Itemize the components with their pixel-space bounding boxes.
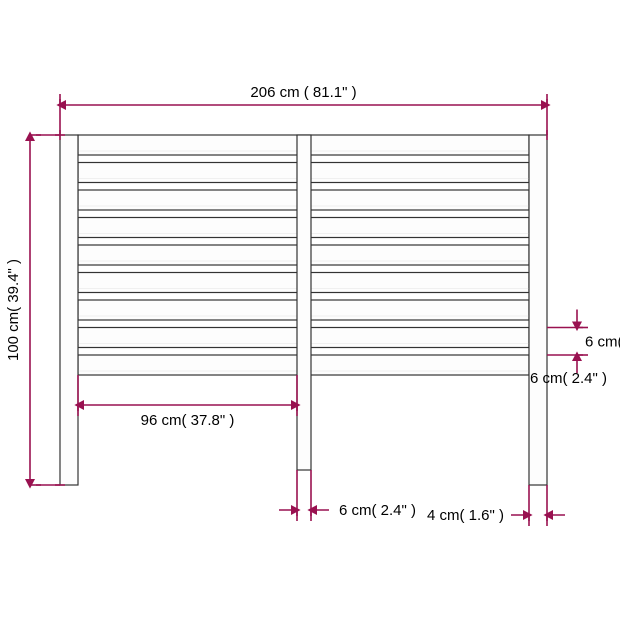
dimension-label: 100 cm( 39.4" ) bbox=[5, 259, 22, 361]
dimension-label: 6 cm( 2.4" ) bbox=[339, 502, 416, 519]
dimension-label: 96 cm( 37.8" ) bbox=[141, 412, 235, 429]
dimension-label: 4 cm( 1.6" ) bbox=[427, 507, 504, 524]
dimension-label: 6 cm( 2.4" ) bbox=[585, 333, 620, 350]
dimension-label: 206 cm ( 81.1" ) bbox=[250, 84, 356, 101]
